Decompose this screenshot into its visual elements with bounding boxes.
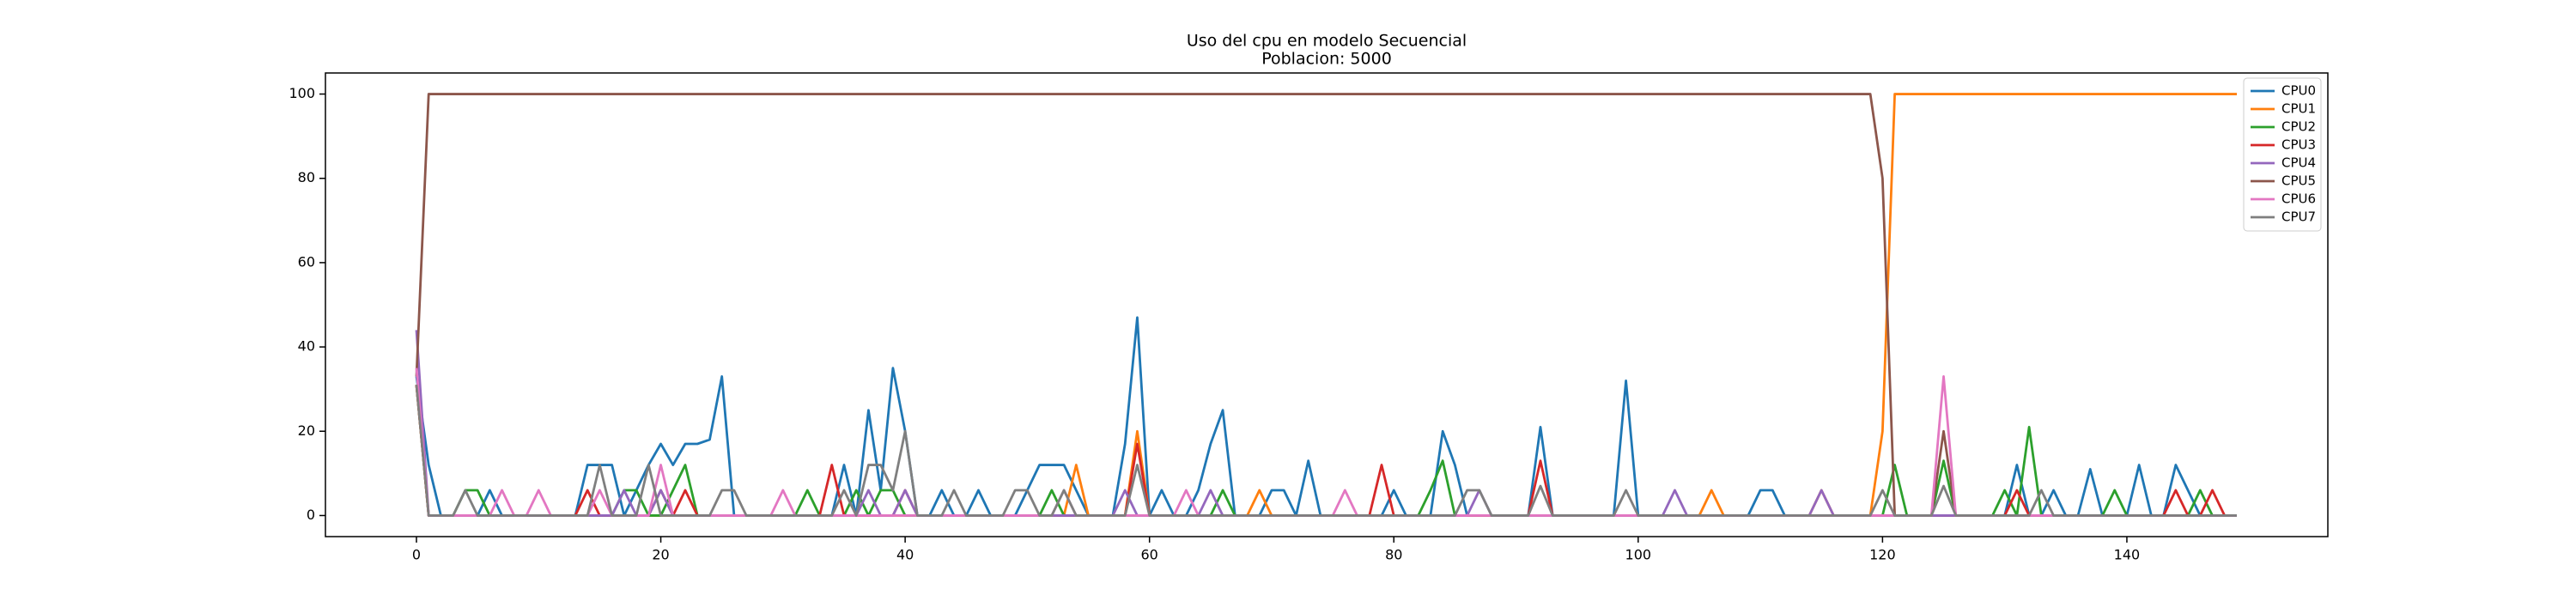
legend-label: CPU5 [2281,173,2316,189]
line-series [415,93,2237,517]
legend-label: CPU7 [2281,209,2316,225]
plot-frame [325,72,2329,537]
chart-subtitle: Poblacion: 5000 [1261,50,1392,69]
legend: CPU0 CPU1 CPU2 CPU3 CPU4 CPU5 CPU6 CPU7 [2243,77,2322,232]
line-series [415,385,2237,517]
x-tick-label: 120 [1869,547,1896,563]
x-tick-label: 0 [412,547,421,563]
line-series [415,385,2237,517]
legend-label: CPU0 [2281,83,2316,99]
y-tick-label: 100 [289,85,315,101]
line-series [415,93,2237,517]
y-tick-label: 80 [298,169,315,185]
legend-label: CPU3 [2281,137,2316,153]
x-tick-label: 40 [896,547,914,563]
x-tick-label: 100 [1625,547,1652,563]
y-tick-label: 20 [298,422,315,439]
chart-title: Uso del cpu en modelo Secuencial [1187,32,1467,51]
legend-label: CPU4 [2281,155,2316,171]
legend-label: CPU6 [2281,191,2316,207]
x-tick-label: 140 [2114,547,2141,563]
x-tick-label: 20 [652,547,669,563]
y-tick-label: 0 [307,507,315,523]
line-series [415,367,2237,517]
legend-box [2243,77,2322,232]
y-tick-label: 60 [298,253,315,270]
legend-label: CPU2 [2281,119,2316,135]
x-tick-label: 80 [1385,547,1402,563]
legend-label: CPU1 [2281,101,2316,117]
line-series [415,385,2237,517]
x-tick-label: 60 [1141,547,1158,563]
y-tick-label: 40 [298,338,315,355]
